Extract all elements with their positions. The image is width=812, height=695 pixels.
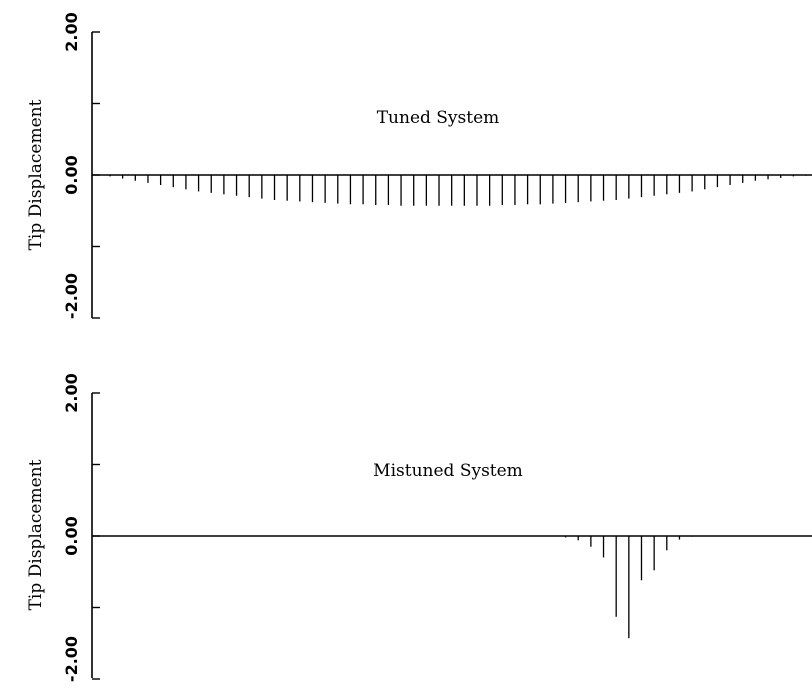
stems: [564, 536, 693, 639]
y-tick-label-top: 2.00: [62, 373, 81, 412]
y-tick-label-zero: 0.00: [62, 155, 81, 194]
y-axis-label: Tip Displacement: [26, 99, 46, 250]
y-tick-label-top: 2.00: [62, 12, 81, 51]
chart-title: Tuned System: [377, 108, 500, 128]
y-tick-label-zero: 0.00: [62, 516, 81, 555]
y-axis-ticks: [92, 31, 100, 319]
y-tick-label-bottom: -2.00: [62, 636, 81, 682]
y-tick-label-bottom: -2.00: [62, 273, 81, 319]
stems: [109, 175, 807, 206]
y-axis-ticks: [92, 392, 100, 680]
y-tick-labels: 2.00 0.00 -2.00: [62, 12, 81, 319]
chart-panel-tuned: Tip Displacement Tuned System 2.00 0.00 …: [26, 12, 812, 319]
chart-panel-mistuned: Tip Displacement Mistuned System 2.00 0.…: [26, 373, 812, 682]
y-axis-label: Tip Displacement: [26, 459, 46, 610]
y-tick-labels: 2.00 0.00 -2.00: [62, 373, 81, 682]
chart-title: Mistuned System: [373, 461, 523, 481]
